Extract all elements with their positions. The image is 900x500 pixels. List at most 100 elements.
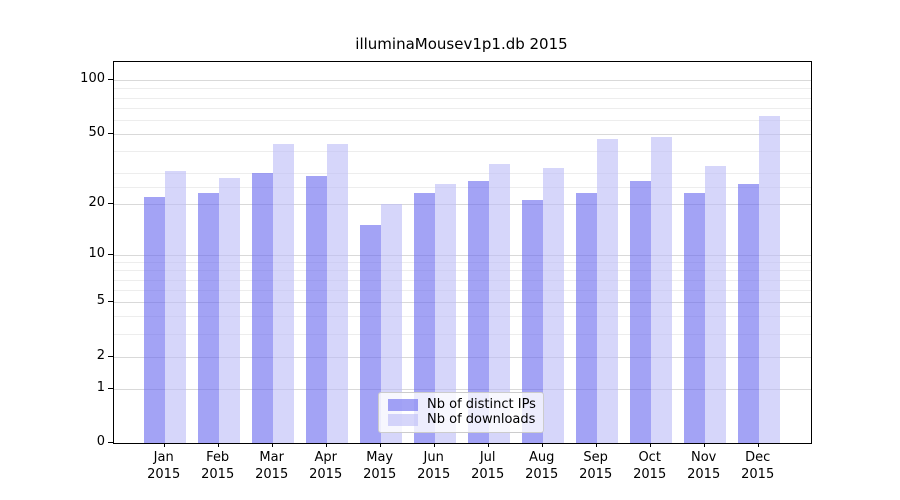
x-tick-label-line: 2015 xyxy=(579,467,613,482)
minor-gridline-8 xyxy=(114,270,811,272)
y-tick-label-20: 20 xyxy=(88,194,105,210)
minor-gridline-40 xyxy=(114,151,811,153)
major-gridline-10 xyxy=(114,254,811,256)
x-tick-label-line: May xyxy=(366,450,394,465)
chart-title: illuminaMousev1p1.db 2015 xyxy=(355,35,568,53)
bar-downloads-aug xyxy=(542,168,564,443)
x-tick-label-may: May 2015 xyxy=(350,449,410,483)
bar-downloads-apr xyxy=(326,143,348,443)
major-gridline-2 xyxy=(114,356,811,358)
bar-downloads-feb xyxy=(218,178,240,443)
x-tick-aug xyxy=(541,443,543,447)
bar-downloads-mar xyxy=(272,143,294,443)
x-tick-may xyxy=(379,443,381,447)
y-tick-0 xyxy=(108,442,113,443)
bar-distinct-ips-dec xyxy=(737,183,759,443)
x-tick-label-line: 2015 xyxy=(741,467,775,482)
y-tick-20 xyxy=(108,202,113,204)
legend: Nb of distinct IPs Nb of downloads xyxy=(378,392,544,433)
bar-distinct-ips-aug xyxy=(521,200,543,443)
y-tick-5 xyxy=(108,301,113,303)
x-tick-jun xyxy=(433,443,435,447)
minor-gridline-80 xyxy=(114,97,811,99)
major-gridline-50 xyxy=(114,133,811,135)
x-tick-mar xyxy=(271,443,273,447)
x-tick-label-line: Jul xyxy=(479,450,496,465)
x-tick-label-jul: Jul 2015 xyxy=(458,449,518,483)
x-tick-jan xyxy=(163,443,165,447)
y-tick-label-10: 10 xyxy=(88,245,105,261)
y-tick-10 xyxy=(108,253,113,255)
bar-distinct-ips-jan xyxy=(143,196,165,443)
y-tick-label-50: 50 xyxy=(88,124,105,140)
minor-gridline-25 xyxy=(114,186,811,188)
major-gridline-100 xyxy=(114,80,811,82)
x-tick-label-sep: Sep 2015 xyxy=(566,449,626,483)
x-tick-label-line: Apr xyxy=(314,450,337,465)
legend-label-distinct-ips: Nb of distinct IPs xyxy=(427,397,536,412)
bar-downloads-oct xyxy=(650,137,672,443)
bar-distinct-ips-mar xyxy=(251,173,273,443)
bar-downloads-dec xyxy=(758,116,780,443)
y-tick-label-5: 5 xyxy=(96,293,105,309)
bar-distinct-ips-sep xyxy=(575,193,597,443)
x-tick-label-line: Oct xyxy=(638,450,661,465)
y-tick-1 xyxy=(108,387,113,389)
minor-gridline-3 xyxy=(114,334,811,336)
bar-downloads-sep xyxy=(596,138,618,443)
major-gridline-1 xyxy=(114,388,811,390)
x-tick-oct xyxy=(649,443,651,447)
x-tick-label-line: Nov xyxy=(691,450,717,465)
minor-gridline-70 xyxy=(114,107,811,109)
x-tick-feb xyxy=(217,443,219,447)
x-tick-label-line: Aug xyxy=(528,450,555,465)
x-tick-label-line: Feb xyxy=(206,450,230,465)
legend-swatch-distinct-ips xyxy=(388,399,418,411)
minor-gridline-4 xyxy=(114,316,811,318)
x-tick-label-mar: Mar 2015 xyxy=(242,449,302,483)
x-tick-label-line: Sep xyxy=(583,450,608,465)
y-tick-2 xyxy=(108,355,113,357)
y-tick-100 xyxy=(108,79,113,81)
major-gridline-5 xyxy=(114,302,811,304)
y-tick-label-100: 100 xyxy=(80,71,105,87)
x-tick-label-line: 2015 xyxy=(201,467,235,482)
y-tick-label-1: 1 xyxy=(96,379,105,395)
x-tick-label-line: 2015 xyxy=(525,467,559,482)
x-tick-label-nov: Nov 2015 xyxy=(674,449,734,483)
bar-distinct-ips-jun xyxy=(413,193,435,443)
x-tick-label-line: 2015 xyxy=(147,467,181,482)
x-tick-label-line: Dec xyxy=(745,450,771,465)
x-tick-label-apr: Apr 2015 xyxy=(296,449,356,483)
plot-area xyxy=(113,61,812,444)
x-tick-label-line: 2015 xyxy=(633,467,667,482)
bar-downloads-jan xyxy=(164,170,186,443)
legend-item-distinct-ips: Nb of distinct IPs xyxy=(388,397,536,412)
minor-gridline-9 xyxy=(114,262,811,263)
legend-swatch-downloads xyxy=(388,414,418,426)
x-tick-label-jan: Jan 2015 xyxy=(134,449,194,483)
x-tick-label-line: 2015 xyxy=(417,467,451,482)
x-tick-label-aug: Aug 2015 xyxy=(512,449,572,483)
major-gridline-20 xyxy=(114,203,811,205)
x-tick-label-line: 2015 xyxy=(363,467,397,482)
x-tick-nov xyxy=(703,443,705,447)
x-tick-label-feb: Feb 2015 xyxy=(188,449,248,483)
x-tick-label-jun: Jun 2015 xyxy=(404,449,464,483)
x-tick-jul xyxy=(487,443,489,447)
x-tick-label-dec: Dec 2015 xyxy=(728,449,788,483)
x-tick-apr xyxy=(325,443,327,447)
legend-item-downloads: Nb of downloads xyxy=(388,413,535,427)
x-tick-label-line: 2015 xyxy=(309,467,343,482)
minor-gridline-60 xyxy=(114,119,811,121)
bar-downloads-nov xyxy=(704,165,726,443)
minor-gridline-7 xyxy=(114,279,811,281)
y-tick-label-2: 2 xyxy=(96,347,105,363)
minor-gridline-90 xyxy=(114,88,811,90)
x-tick-label-line: Jan xyxy=(153,450,174,465)
bar-distinct-ips-may xyxy=(359,225,381,443)
bar-downloads-jun xyxy=(434,183,456,443)
x-tick-sep xyxy=(595,443,597,447)
x-tick-label-oct: Oct 2015 xyxy=(620,449,680,483)
